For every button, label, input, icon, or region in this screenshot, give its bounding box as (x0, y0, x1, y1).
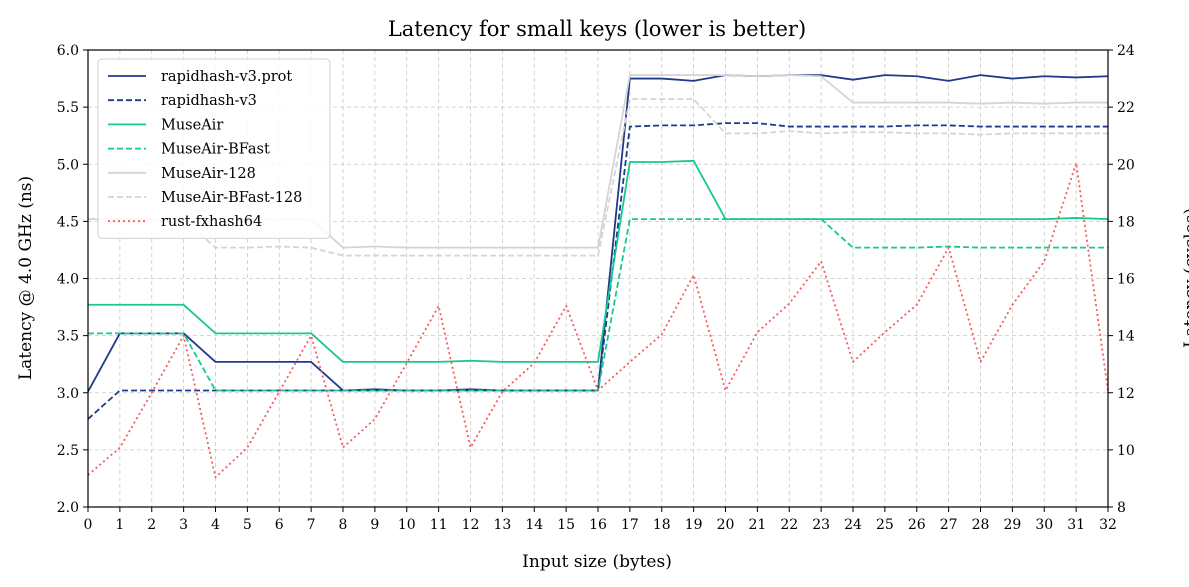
x-tick-label: 5 (243, 517, 252, 533)
x-tick-label: 2 (147, 517, 156, 533)
y-tick-label: 6.0 (57, 43, 79, 59)
x-tick-label: 9 (370, 517, 379, 533)
legend-label: MuseAir-128 (161, 166, 256, 182)
y-tick-label: 5.0 (57, 157, 79, 173)
x-tick-label: 26 (908, 517, 926, 533)
y2-tick-label: 10 (1117, 443, 1135, 459)
legend: rapidhash-v3.prot rapidhash-v3 MuseAir Muse… (97, 58, 331, 239)
legend-box (97, 58, 331, 239)
y2-tick-label: 22 (1117, 100, 1135, 116)
y-axis-left: 2.0 2.5 3.0 3.5 4.0 4.5 5.0 5.5 6.0 (57, 43, 88, 516)
x-tick-label: 25 (876, 517, 894, 533)
x-tick-label: 32 (1099, 517, 1117, 533)
y-tick-label: 5.5 (57, 100, 79, 116)
y2-tick-label: 16 (1117, 272, 1135, 288)
y-tick-label: 3.0 (57, 386, 79, 402)
legend-label: MuseAir (161, 117, 223, 133)
series-line-rust-fxhash64 (87, 162, 1109, 479)
x-tick-label: 3 (179, 517, 188, 533)
legend-label: MuseAir-BFast-128 (161, 190, 302, 206)
chart-title: Latency for small keys (lower is better) (388, 17, 806, 41)
y2-tick-label: 20 (1117, 157, 1135, 173)
y2-axis-label: Latency (cycles) (1181, 208, 1189, 348)
y-tick-label: 3.5 (57, 329, 79, 345)
x-tick-label: 28 (972, 517, 990, 533)
y-tick-label: 4.0 (57, 272, 79, 288)
y-axis-label: Latency @ 4.0 GHz (ns) (16, 176, 36, 380)
x-tick-label: 16 (589, 517, 607, 533)
x-tick-label: 14 (525, 517, 543, 533)
x-tick-label: 4 (211, 517, 220, 533)
y2-tick-label: 18 (1117, 214, 1135, 230)
y2-tick-label: 14 (1117, 329, 1135, 345)
x-tick-label: 7 (307, 517, 316, 533)
series-line-museair (88, 159, 1109, 363)
x-tick-label: 23 (812, 517, 830, 533)
x-tick-label: 6 (275, 517, 284, 533)
y-axis-right: 8 10 12 14 16 18 20 22 24 (1108, 43, 1135, 516)
x-axis-label: Input size (bytes) (522, 552, 672, 572)
y2-tick-label: 8 (1117, 500, 1126, 516)
x-tick-label: 24 (844, 517, 862, 533)
x-tick-label: 15 (557, 517, 575, 533)
x-axis: 0 1 2 3 4 5 6 7 8 9 10 11 12 13 14 15 16 17 18 19 20 21 22 23 24… (84, 507, 1117, 533)
y2-tick-label: 12 (1117, 386, 1135, 402)
x-tick-label: 11 (430, 517, 448, 533)
x-tick-label: 13 (493, 517, 511, 533)
x-tick-label: 31 (1067, 517, 1085, 533)
x-tick-label: 27 (940, 517, 958, 533)
x-tick-label: 30 (1035, 517, 1053, 533)
x-tick-label: 12 (462, 517, 480, 533)
x-tick-label: 21 (748, 517, 766, 533)
legend-label: rust-fxhash64 (161, 214, 262, 230)
x-tick-label: 18 (653, 517, 671, 533)
x-tick-label: 8 (339, 517, 348, 533)
y2-tick-label: 24 (1117, 43, 1135, 59)
x-tick-label: 29 (1003, 517, 1021, 533)
y-tick-label: 2.0 (57, 500, 79, 516)
y-tick-label: 4.5 (57, 214, 79, 230)
x-tick-label: 17 (621, 517, 639, 533)
x-tick-label: 19 (685, 517, 703, 533)
y-tick-label: 2.5 (57, 443, 79, 459)
legend-label: rapidhash-v3 (161, 93, 257, 109)
x-tick-label: 10 (398, 517, 416, 533)
x-tick-label: 20 (717, 517, 735, 533)
x-tick-label: 0 (84, 517, 93, 533)
x-tick-label: 22 (780, 517, 798, 533)
x-tick-label: 1 (115, 517, 124, 533)
legend-label: MuseAir-BFast (161, 142, 270, 158)
series-line-museair-bfast-128 (88, 98, 1108, 257)
legend-label: rapidhash-v3.prot (161, 69, 292, 85)
